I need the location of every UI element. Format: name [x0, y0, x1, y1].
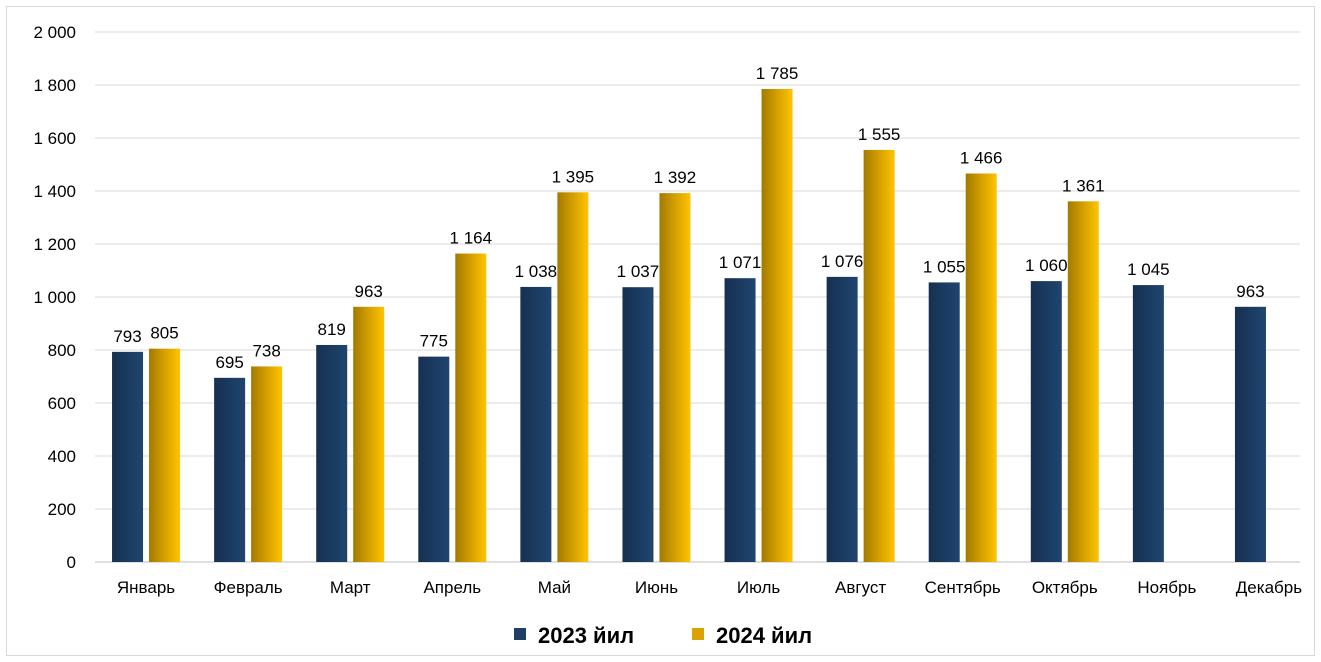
bar-2024-1	[149, 348, 181, 562]
bars	[112, 88, 1266, 563]
data-label: 963	[1236, 282, 1264, 301]
x-tick-label: Март	[330, 578, 371, 597]
x-tick-label: Апрель	[423, 578, 481, 597]
legend: 2023 йил 2024 йил	[514, 623, 812, 648]
data-label: 695	[215, 353, 243, 372]
legend-swatch	[514, 628, 526, 640]
bar-2023-10	[1030, 281, 1062, 562]
bar-2023-7	[724, 278, 756, 562]
y-axis: 0 200 400 600 800 1 000 1 200 1 400 1 600 1 800 2 …	[33, 23, 76, 572]
x-tick-label: Июль	[737, 578, 781, 597]
data-label: 1 076	[821, 252, 864, 271]
y-tick-label: 1 000	[33, 288, 76, 307]
data-label: 805	[150, 324, 178, 343]
bar-2024-10	[1067, 201, 1099, 562]
bar-2023-2	[214, 377, 246, 562]
bar-2023-9	[928, 282, 960, 562]
bar-2023-11	[1132, 285, 1164, 562]
y-tick-label: 1 200	[33, 235, 76, 254]
bar-2023-4	[418, 356, 450, 562]
y-tick-label: 1 400	[33, 182, 76, 201]
data-label: 1 060	[1025, 256, 1068, 275]
data-label: 1 055	[923, 257, 966, 276]
data-label: 1 045	[1127, 260, 1170, 279]
bar-2024-5	[557, 192, 589, 562]
y-tick-label: 0	[67, 553, 76, 572]
gridlines	[95, 31, 1300, 563]
data-label: 1 466	[960, 149, 1003, 168]
y-tick-label: 400	[48, 447, 76, 466]
legend-label: 2023 йил	[538, 623, 634, 648]
y-tick-label: 2 000	[33, 23, 76, 42]
bar-2024-4	[455, 253, 487, 563]
bar-2024-9	[965, 173, 997, 562]
bar-2023-8	[826, 276, 858, 562]
bar-2023-6	[622, 287, 654, 562]
y-tick-label: 600	[48, 394, 76, 413]
bar-2023-5	[520, 286, 552, 562]
data-label: 1 392	[654, 168, 697, 187]
x-tick-label: Ноябрь	[1137, 578, 1196, 597]
data-label: 1 037	[617, 262, 660, 281]
bar-2023-3	[316, 344, 348, 562]
data-label: 1 164	[450, 229, 493, 248]
y-tick-label: 1 800	[33, 76, 76, 95]
x-tick-label: Декабрь	[1236, 578, 1302, 597]
bar-2023-12	[1234, 306, 1266, 562]
data-labels: 793 805 695 738 819 963 775 1 164 1 038 1 395 1 03…	[113, 64, 1264, 372]
data-label: 819	[318, 320, 346, 339]
y-tick-label: 1 600	[33, 129, 76, 148]
x-tick-label: Июнь	[635, 578, 678, 597]
bar-2024-7	[761, 88, 793, 562]
x-tick-label: Октябрь	[1032, 578, 1098, 597]
data-label: 1 071	[719, 253, 762, 272]
data-label: 1 038	[515, 262, 558, 281]
x-tick-label: Февраль	[214, 578, 283, 597]
y-tick-label: 200	[48, 500, 76, 519]
legend-swatch	[692, 628, 704, 640]
bar-2024-3	[353, 306, 385, 562]
data-label: 963	[355, 282, 383, 301]
x-tick-label: Август	[835, 578, 886, 597]
y-tick-label: 800	[48, 341, 76, 360]
data-label: 1 395	[552, 167, 595, 186]
x-tick-label: Январь	[117, 578, 175, 597]
data-label: 775	[420, 332, 448, 351]
data-label: 1 361	[1062, 176, 1105, 195]
bar-2024-8	[863, 149, 895, 563]
legend-label: 2024 йил	[716, 623, 812, 648]
x-tick-label: Май	[538, 578, 571, 597]
data-label: 1 785	[756, 64, 799, 83]
data-label: 738	[252, 341, 280, 360]
data-label: 793	[113, 327, 141, 346]
bar-2023-1	[112, 351, 144, 562]
bar-2024-2	[251, 366, 283, 562]
bar-2024-6	[659, 193, 691, 562]
x-axis: Январь Февраль Март Апрель Май Июнь Июль Август…	[117, 578, 1302, 597]
x-tick-label: Сентябрь	[925, 578, 1001, 597]
data-label: 1 555	[858, 125, 901, 144]
